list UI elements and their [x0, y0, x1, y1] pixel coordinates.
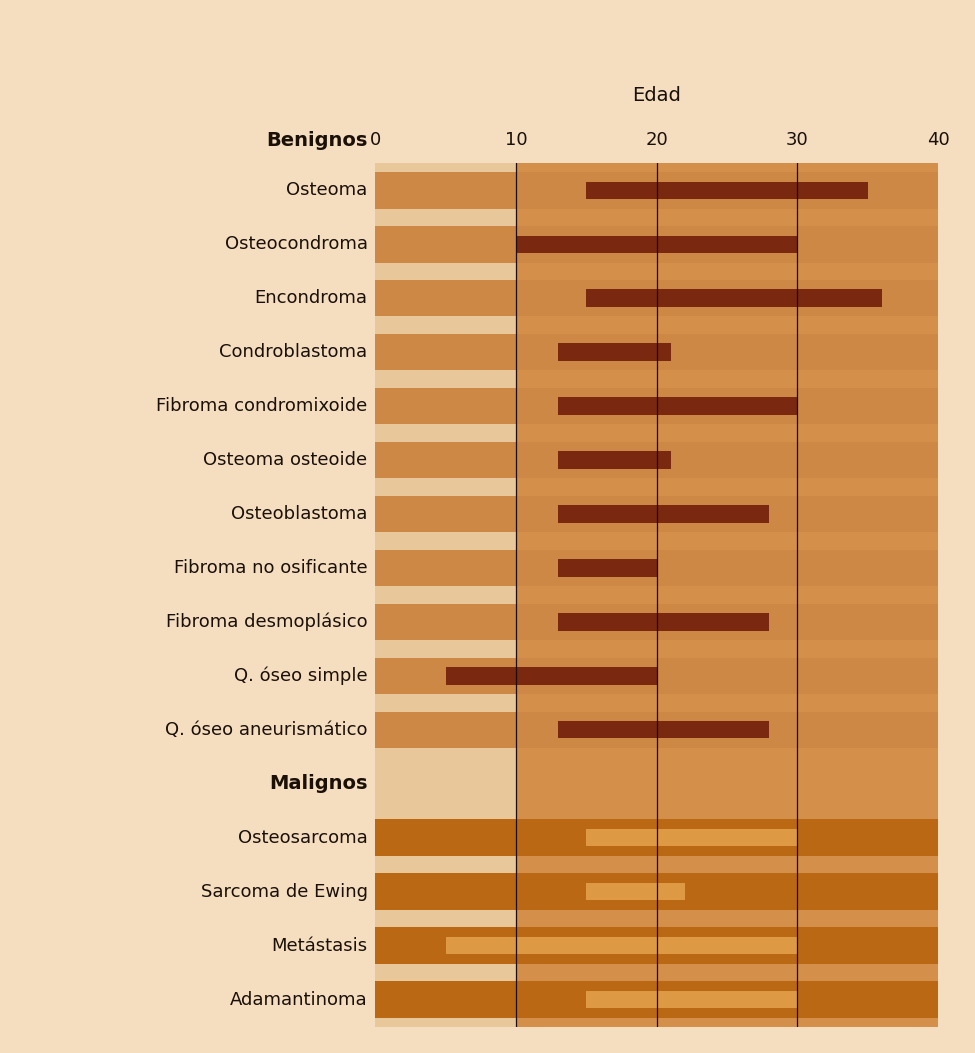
Bar	[375, 496, 938, 533]
Text: Osteosarcoma: Osteosarcoma	[238, 829, 368, 847]
Bar	[559, 721, 769, 738]
Text: Osteoma: Osteoma	[287, 181, 368, 199]
Text: Osteoma osteoide: Osteoma osteoide	[204, 451, 368, 469]
Bar	[375, 225, 938, 262]
Bar	[516, 163, 938, 1027]
Text: Osteocondroma: Osteocondroma	[224, 235, 368, 253]
Bar	[375, 280, 938, 317]
Text: Q. óseo aneurismático: Q. óseo aneurismático	[165, 721, 368, 739]
Text: Encondroma: Encondroma	[254, 290, 368, 307]
Bar	[375, 550, 938, 587]
Bar	[375, 441, 938, 478]
Bar	[559, 452, 671, 469]
Text: 30: 30	[786, 131, 808, 150]
Bar	[375, 928, 938, 965]
Bar	[375, 334, 938, 371]
Text: 40: 40	[926, 131, 950, 150]
Bar	[559, 505, 769, 522]
Text: Osteoblastoma: Osteoblastoma	[231, 505, 368, 523]
Bar	[375, 873, 938, 910]
Bar	[375, 163, 516, 1027]
Bar	[586, 883, 684, 900]
Bar	[559, 397, 798, 415]
Text: Fibroma desmoplásico: Fibroma desmoplásico	[166, 613, 368, 631]
Bar	[375, 712, 938, 749]
Text: Edad: Edad	[632, 86, 682, 105]
Text: Fibroma no osificante: Fibroma no osificante	[174, 559, 368, 577]
Text: Condroblastoma: Condroblastoma	[219, 343, 368, 361]
Text: 10: 10	[505, 131, 527, 150]
Bar	[586, 290, 881, 306]
Text: 0: 0	[370, 131, 381, 150]
Bar	[586, 991, 798, 1009]
Bar	[375, 981, 938, 1018]
Text: 20: 20	[645, 131, 668, 150]
Text: Q. óseo simple: Q. óseo simple	[234, 667, 368, 686]
Bar	[375, 657, 938, 694]
Text: Metástasis: Metástasis	[271, 937, 368, 955]
Bar	[516, 236, 798, 253]
Bar	[446, 937, 798, 954]
Bar	[586, 181, 868, 199]
Text: Benignos: Benignos	[266, 131, 368, 150]
Text: Sarcoma de Ewing: Sarcoma de Ewing	[201, 882, 368, 900]
Bar	[559, 559, 656, 577]
Bar	[446, 668, 656, 684]
Text: Adamantinoma: Adamantinoma	[230, 991, 368, 1009]
Bar	[375, 819, 938, 856]
Text: Fibroma condromixoide: Fibroma condromixoide	[156, 397, 368, 415]
Text: Malignos: Malignos	[269, 774, 368, 793]
Bar	[375, 172, 938, 208]
Bar	[586, 829, 798, 847]
Bar	[375, 603, 938, 640]
Bar	[375, 388, 938, 424]
Bar	[559, 343, 671, 361]
Bar	[559, 613, 769, 631]
